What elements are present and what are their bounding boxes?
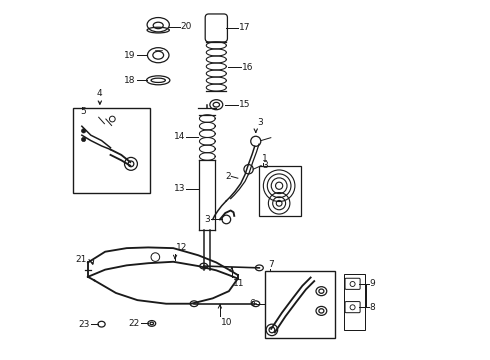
Text: 3: 3 <box>258 118 263 127</box>
Text: 8: 8 <box>370 303 375 312</box>
Bar <box>259 166 300 216</box>
Text: 20: 20 <box>181 22 192 31</box>
Text: 9: 9 <box>370 279 375 288</box>
Text: 11: 11 <box>233 279 245 288</box>
Text: 5: 5 <box>80 107 86 116</box>
Bar <box>265 271 335 338</box>
Text: 12: 12 <box>176 243 188 252</box>
Text: 10: 10 <box>221 318 232 327</box>
Text: 1: 1 <box>262 154 268 163</box>
Text: 6: 6 <box>249 299 255 308</box>
Text: 2: 2 <box>225 172 231 181</box>
Text: 22: 22 <box>129 319 140 328</box>
Text: 18: 18 <box>124 76 136 85</box>
Text: 15: 15 <box>239 100 250 109</box>
Text: 23: 23 <box>78 320 90 329</box>
Bar <box>73 108 150 193</box>
Text: 21: 21 <box>76 255 87 264</box>
Circle shape <box>81 137 86 141</box>
Text: 3: 3 <box>262 161 268 170</box>
Text: 7: 7 <box>269 260 274 269</box>
Text: 13: 13 <box>173 184 185 193</box>
Text: 19: 19 <box>124 51 136 60</box>
Text: 3: 3 <box>204 215 210 224</box>
Circle shape <box>81 129 86 133</box>
Text: 14: 14 <box>174 132 185 141</box>
Text: 17: 17 <box>239 23 251 32</box>
Text: 16: 16 <box>242 63 253 72</box>
Bar <box>343 274 365 330</box>
Text: 4: 4 <box>97 89 103 98</box>
